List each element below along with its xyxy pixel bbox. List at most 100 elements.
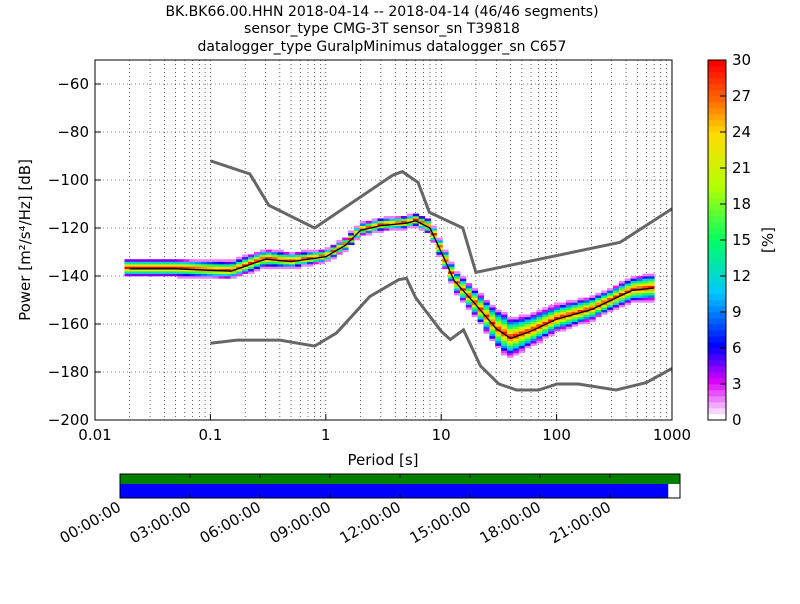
histogram-cell: [477, 302, 484, 306]
histogram-cell: [583, 302, 590, 306]
histogram-cell: [218, 264, 226, 267]
histogram-cell: [454, 278, 461, 282]
histogram-cell: [195, 261, 202, 265]
histogram-cell: [612, 297, 620, 301]
histogram-cell: [371, 230, 379, 234]
histogram-cell: [542, 309, 549, 313]
histogram-cell: [318, 256, 326, 260]
histogram-cell: [548, 309, 555, 313]
histogram-cell: [459, 300, 467, 303]
histogram-cell: [383, 220, 390, 224]
histogram-cell: [165, 261, 173, 265]
histogram-cell: [571, 314, 579, 318]
histogram-cell: [401, 225, 408, 229]
histogram-cell: [589, 309, 596, 313]
histogram-cell: [524, 333, 532, 337]
histogram-cell: [512, 340, 520, 344]
histogram-cell: [624, 295, 632, 298]
histogram-cell: [501, 331, 508, 334]
histogram-cell: [465, 297, 473, 301]
histogram-cell: [495, 319, 502, 322]
histogram-cell: [648, 288, 655, 291]
histogram-cell: [353, 237, 361, 241]
histogram-cell: [536, 309, 543, 313]
histogram-cell: [548, 316, 555, 320]
histogram-cell: [512, 350, 520, 354]
histogram-cell: [554, 309, 561, 313]
histogram-cell: [495, 312, 502, 315]
histogram-cell: [389, 218, 396, 222]
histogram-cell: [206, 276, 214, 279]
histogram-cell: [489, 312, 496, 315]
histogram-cell: [153, 271, 161, 274]
histogram-cell: [330, 247, 337, 250]
histogram-cell: [312, 254, 320, 258]
histogram-cell: [624, 300, 632, 303]
histogram-cell: [512, 348, 520, 351]
histogram-cell: [312, 259, 320, 262]
histogram-cell: [200, 264, 208, 267]
histogram-cell: [595, 295, 602, 298]
histogram-cell: [377, 228, 384, 231]
histogram-cell: [459, 276, 467, 279]
histogram-cell: [530, 316, 537, 320]
histogram-cell: [371, 228, 379, 231]
histogram-cell: [183, 273, 190, 277]
histogram-cell: [406, 218, 414, 222]
histogram-cell: [601, 292, 608, 296]
histogram-cell: [230, 276, 237, 279]
histogram-cell: [130, 271, 137, 274]
histogram-cell: [518, 331, 526, 334]
histogram-cell: [465, 300, 473, 303]
histogram-cell: [248, 264, 255, 267]
histogram-cell: [236, 273, 243, 277]
histogram-cell: [295, 264, 302, 267]
histogram-cell: [454, 273, 461, 277]
histogram-cell: [277, 249, 284, 253]
colorbar-segment: [708, 294, 726, 301]
histogram-cell: [601, 290, 608, 294]
histogram-cell: [471, 292, 479, 296]
histogram-cell: [289, 264, 296, 267]
x-tick-label: 100: [542, 426, 571, 444]
histogram-cell: [595, 307, 602, 310]
histogram-cell: [195, 276, 202, 279]
colorbar-tick-label: 9: [732, 303, 742, 321]
histogram-cell: [200, 276, 208, 279]
histogram-cell: [489, 338, 496, 342]
histogram-cell: [477, 297, 484, 301]
histogram-cell: [477, 316, 484, 320]
histogram-cell: [312, 252, 320, 255]
histogram-cell: [518, 321, 526, 325]
histogram-cell: [454, 271, 461, 274]
histogram-cell: [224, 261, 231, 265]
histogram-cell: [253, 259, 261, 262]
histogram-cell: [577, 321, 585, 325]
histogram-cell: [424, 223, 431, 226]
histogram-cell: [471, 290, 479, 294]
histogram-cell: [542, 328, 549, 332]
histogram-cell: [554, 326, 561, 330]
histogram-cell: [542, 307, 549, 310]
histogram-cell: [524, 316, 532, 320]
histogram-cell: [212, 259, 220, 262]
histogram-cell: [177, 261, 184, 265]
histogram-cell: [147, 268, 155, 272]
histogram-cell: [565, 316, 573, 320]
colorbar-segment: [708, 402, 726, 409]
histogram-cell: [236, 271, 243, 274]
histogram-cell: [177, 273, 184, 277]
histogram-cell: [483, 321, 490, 325]
histogram-cell: [259, 261, 267, 265]
y-tick-label: −120: [48, 219, 89, 237]
histogram-cell: [518, 328, 526, 332]
y-axis-label: Power [m²/s⁴/Hz] [dB]: [16, 159, 34, 321]
histogram-cell: [636, 297, 643, 301]
histogram-cell: [554, 319, 561, 322]
histogram-cell: [265, 259, 273, 262]
histogram-cell: [183, 268, 190, 272]
histogram-cell: [624, 278, 632, 282]
histogram-cell: [248, 259, 255, 262]
histogram-cell: [477, 319, 484, 322]
histogram-cell: [548, 328, 555, 332]
